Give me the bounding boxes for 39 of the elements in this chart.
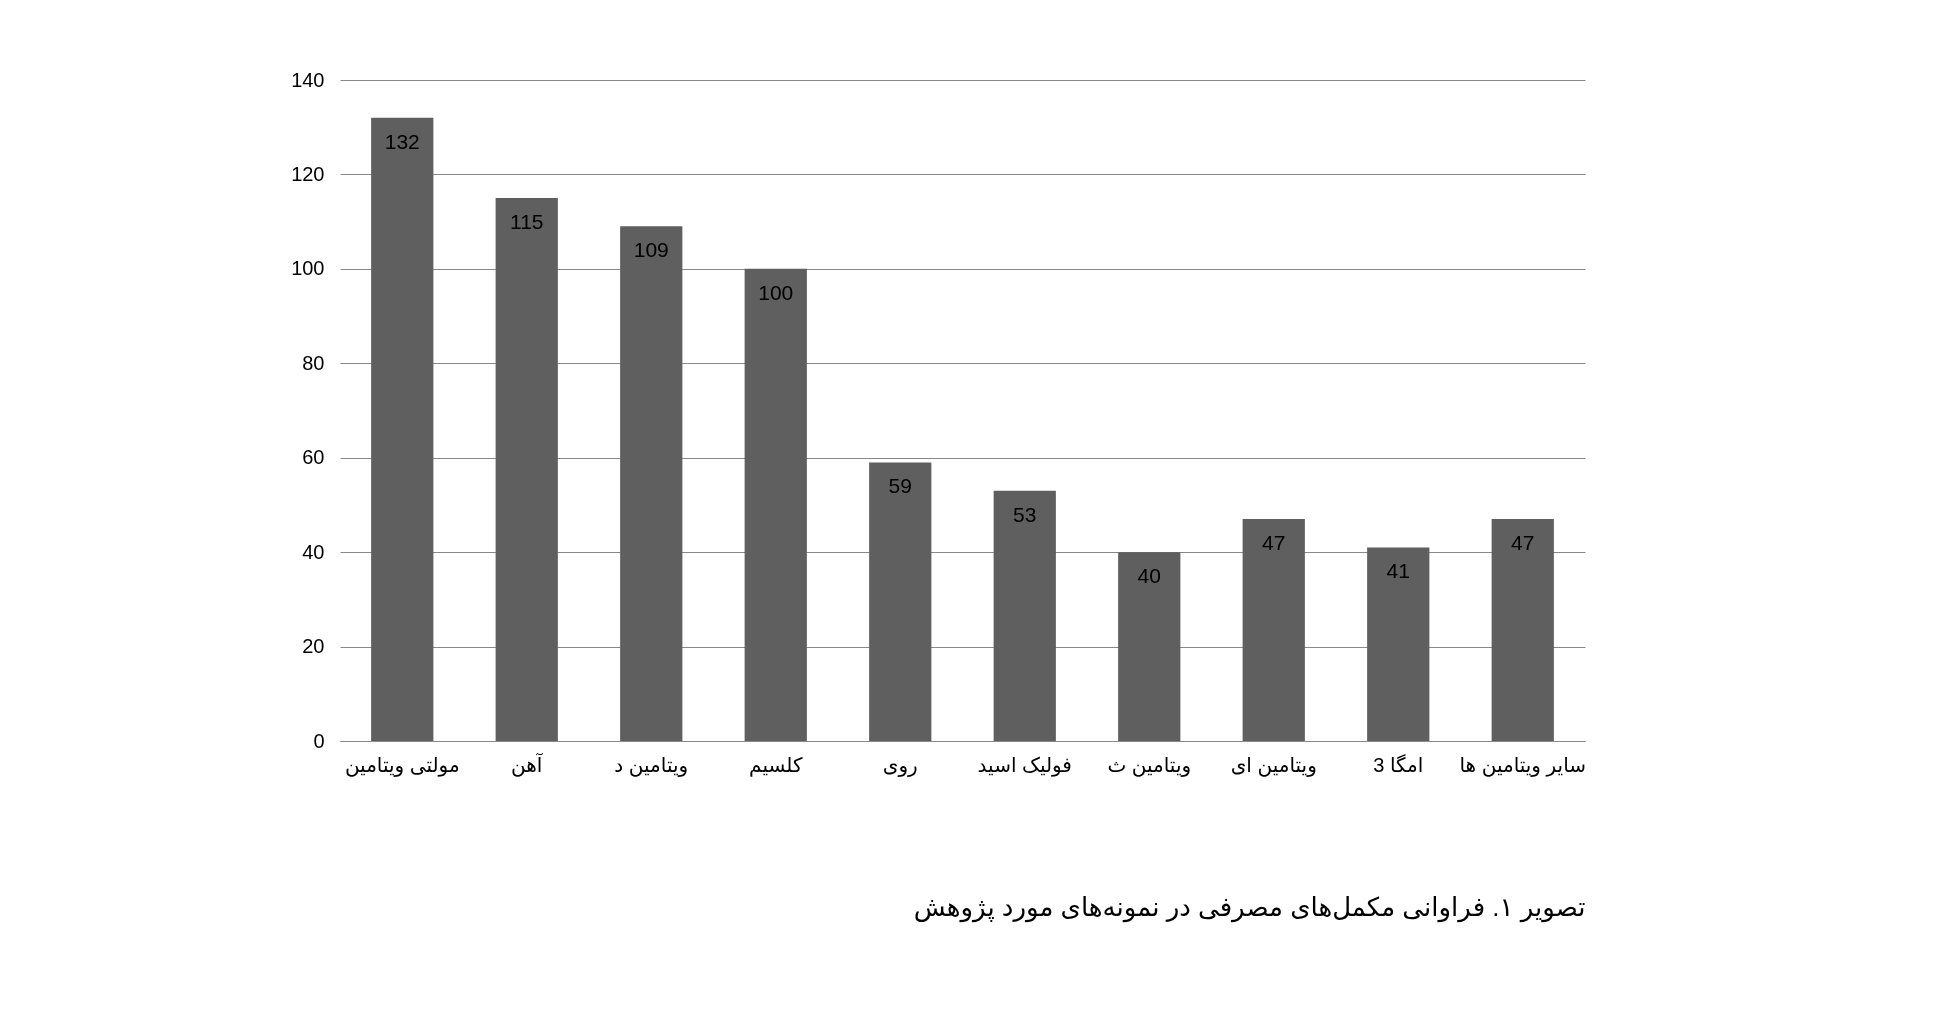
x-tick-label: ویتامین ای	[1230, 753, 1317, 777]
data-label: 115	[510, 210, 544, 234]
bar	[495, 198, 558, 741]
y-tick-label: 140	[291, 68, 325, 91]
y-tick-label: 120	[291, 162, 325, 185]
data-label: 53	[1013, 502, 1037, 526]
bar	[1242, 519, 1305, 741]
x-tick-label: فولیک اسید	[977, 753, 1072, 777]
x-tick-label: ویتامین د	[614, 753, 689, 777]
x-tick-label: امگا 3	[1373, 753, 1424, 776]
bar	[620, 226, 683, 741]
data-label: 47	[1511, 531, 1535, 555]
bar	[371, 117, 434, 741]
data-label: 132	[384, 129, 420, 153]
data-label: 40	[1137, 564, 1161, 588]
data-label: 47	[1262, 531, 1286, 555]
y-tick-label: 80	[302, 351, 325, 374]
x-tick-label: آهن	[511, 751, 544, 777]
bar	[744, 268, 807, 741]
bar	[1367, 547, 1430, 741]
y-tick-label: 40	[302, 540, 325, 563]
y-tick-label: 60	[302, 446, 325, 469]
x-tick-label: کلسیم	[749, 753, 803, 777]
bar	[993, 490, 1056, 741]
bar	[1491, 519, 1554, 741]
bar	[1118, 552, 1181, 741]
x-tick-label: ویتامین ث	[1107, 753, 1192, 777]
y-tick-label: 100	[291, 257, 325, 280]
data-label: 59	[888, 474, 912, 498]
data-label: 109	[633, 238, 669, 262]
data-label: 100	[758, 280, 794, 304]
y-tick-label: 20	[302, 635, 325, 658]
x-tick-label: سایر ویتامین ها	[1459, 753, 1587, 777]
text: تصویر ۱. فراوانی مکمل‌های مصرفی در نمونه‌های مورد پژوهش	[913, 892, 1586, 923]
y-tick-label: 0	[313, 729, 325, 752]
data-label: 41	[1386, 559, 1410, 583]
x-tick-label: روی	[882, 753, 918, 777]
x-tick-label: مولتی ویتامین	[344, 753, 460, 777]
bar	[869, 462, 932, 741]
